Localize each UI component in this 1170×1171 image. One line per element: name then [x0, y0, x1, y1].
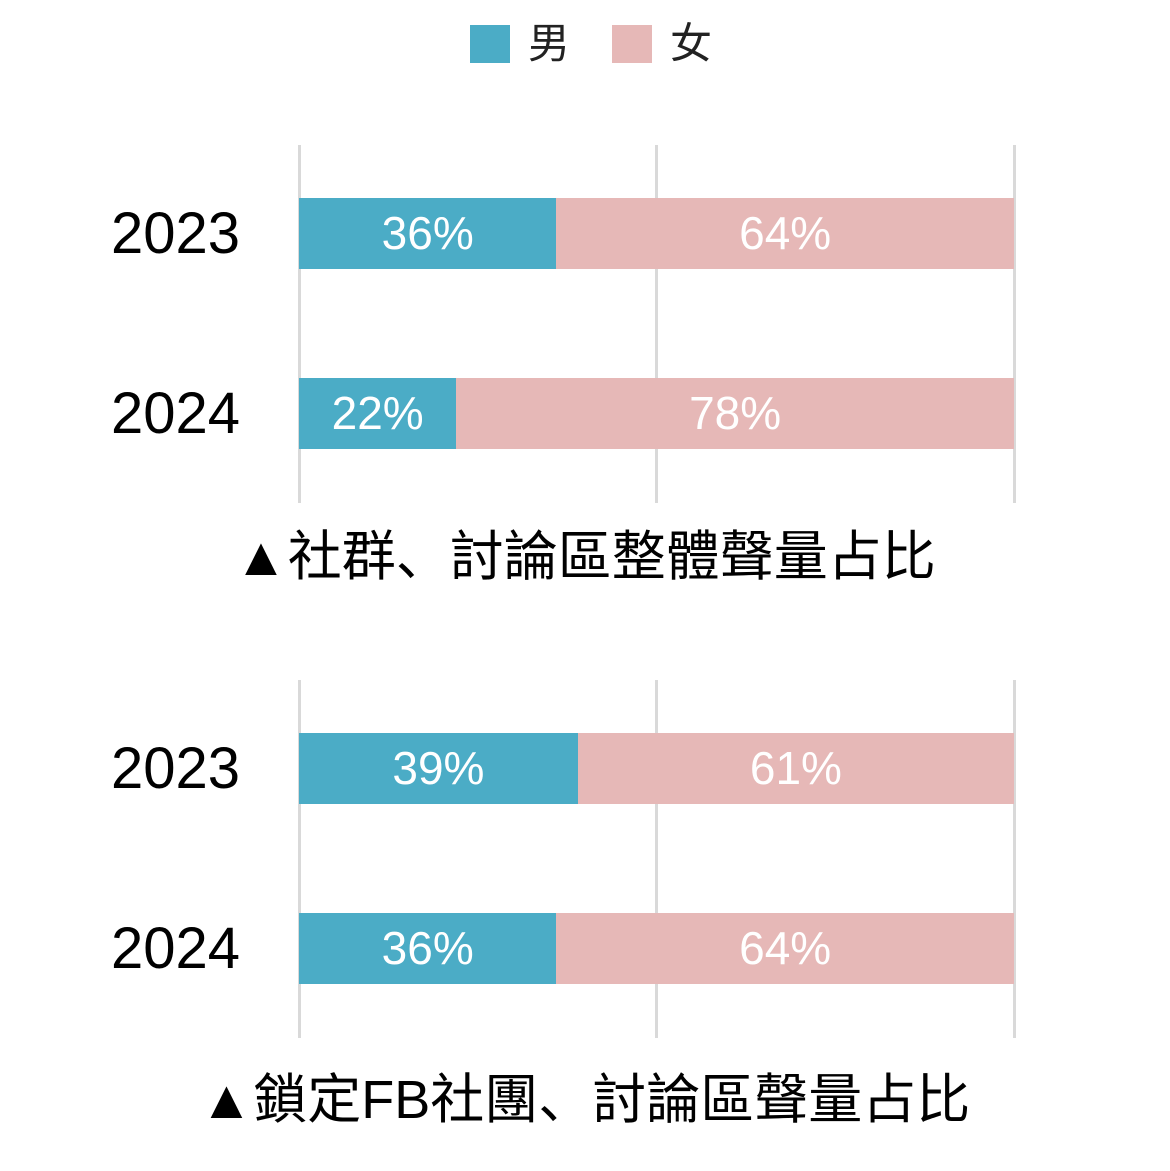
chart-1-gridline-2 — [1012, 680, 1016, 1038]
legend-swatch-series-1 — [612, 25, 652, 63]
chart-0-data-label-1-series-0: 22% — [331, 387, 424, 439]
chart-1-category-label-1: 2024 — [110, 916, 240, 981]
chart-1-data-label-0-series-1: 61% — [749, 742, 842, 794]
legend-label-series-0: 男 — [528, 20, 571, 67]
chart-0-category-label-1: 2024 — [110, 381, 240, 446]
chart-caption-overall: ▲社群、討論區整體聲量占比 — [234, 527, 936, 587]
chart-0-data-label-0-series-0: 36% — [381, 207, 474, 259]
chart-0-gridline-0 — [297, 145, 301, 503]
legend-swatch-series-0 — [470, 25, 510, 63]
chart-1-category-label-0: 2023 — [110, 736, 240, 801]
chart-caption-fb-groups: ▲鎖定FB社團、討論區聲量占比 — [199, 1070, 971, 1130]
chart-0-bar-1-series-0: 22% — [299, 378, 457, 449]
chart-0-bar-0-series-0: 36% — [299, 198, 557, 269]
chart-0-category-label-0: 2023 — [110, 201, 240, 266]
chart-panel-overall: 2023 36% 64% 2024 22% 78% — [0, 145, 1170, 503]
chart-1-data-label-1-series-0: 36% — [381, 922, 474, 974]
legend-label-series-1: 女 — [670, 20, 713, 67]
chart-1-gridline-1 — [655, 680, 658, 1038]
chart-1-bar-0-series-1: 61% — [577, 733, 1014, 804]
chart-0-bar-0-series-1: 64% — [556, 198, 1014, 269]
chart-0-data-label-0-series-1: 64% — [739, 207, 832, 259]
chart-1-bar-0-series-0: 39% — [299, 733, 578, 804]
chart-1-bar-1-series-0: 36% — [299, 913, 557, 984]
chart-1-data-label-0-series-0: 39% — [392, 742, 485, 794]
chart-panel-fb-groups: 2023 39% 61% 2024 36% 64% — [0, 680, 1170, 1038]
chart-1-gridline-0 — [297, 680, 301, 1038]
chart-0-gridline-1 — [655, 145, 658, 503]
chart-0-data-label-1-series-1: 78% — [689, 387, 782, 439]
chart-1-data-label-1-series-1: 64% — [739, 922, 832, 974]
chart-0-bar-1-series-1: 78% — [456, 378, 1014, 449]
chart-0-gridline-2 — [1012, 145, 1016, 503]
chart-1-bar-1-series-1: 64% — [556, 913, 1014, 984]
